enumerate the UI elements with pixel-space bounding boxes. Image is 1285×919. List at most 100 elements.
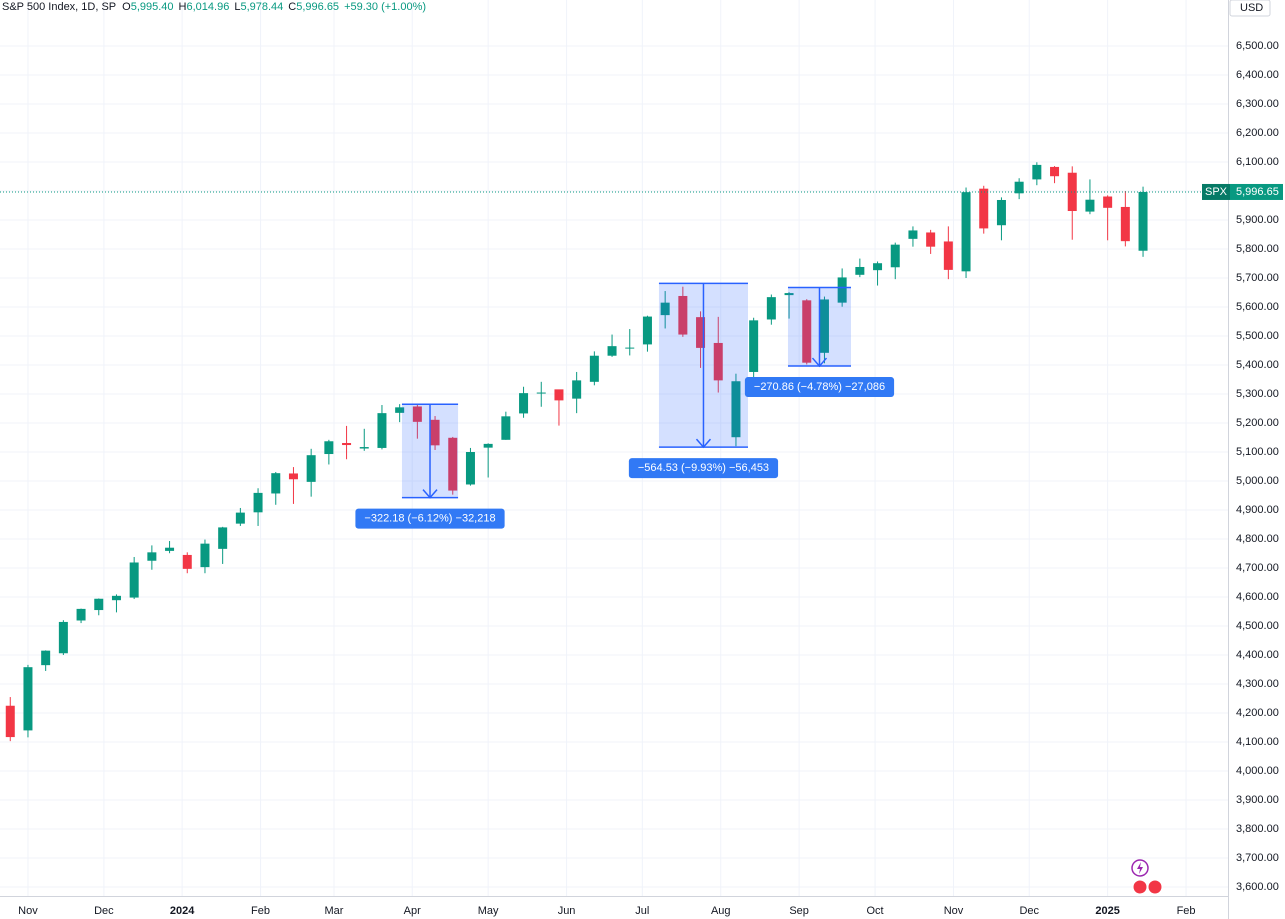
y-tick-label: 4,600.00	[1236, 591, 1279, 603]
candle-body	[111, 595, 121, 601]
candle-body	[1067, 172, 1077, 212]
candle-body	[607, 346, 617, 356]
grid	[0, 0, 1228, 896]
flag-icon[interactable]	[1132, 879, 1148, 895]
y-tick-label: 6,300.00	[1236, 98, 1279, 110]
candle-body	[218, 527, 228, 549]
ohlc-key: H	[179, 1, 187, 13]
ohlc-value: 5,978.44	[240, 1, 283, 13]
candle-body	[1032, 164, 1042, 180]
candle-body	[572, 380, 582, 399]
measure-label: −322.18 (−6.12%) −32,218	[364, 513, 495, 525]
y-tick-label: 5,000.00	[1236, 475, 1279, 487]
candle-body	[802, 300, 812, 363]
candle-body	[979, 188, 989, 229]
y-tick-label: 3,800.00	[1236, 823, 1279, 835]
last-price-label: 5,996.65	[1236, 186, 1279, 198]
candle-body	[147, 552, 157, 561]
last-price-box	[1230, 183, 1283, 200]
candle-body	[554, 389, 564, 401]
ohlc-value: 5,995.40	[131, 1, 174, 13]
candle-body	[23, 667, 33, 731]
currency-box[interactable]	[1229, 0, 1271, 17]
candle-body	[271, 473, 281, 494]
candle-body	[58, 621, 68, 654]
candle-body	[288, 473, 298, 480]
x-tick-label: May	[478, 905, 499, 917]
candle-body	[943, 241, 953, 270]
candle-body	[1085, 199, 1095, 212]
y-tick-label: 4,300.00	[1236, 678, 1279, 690]
candles	[5, 162, 1148, 742]
candle-body	[855, 266, 865, 275]
measure-label-bg	[355, 508, 505, 529]
icons	[1131, 859, 1163, 895]
legend-title: S&P 500 Index, 1D, SP	[2, 1, 116, 13]
legend: S&P 500 Index, 1D, SP O5,995.40 H6,014.96 L…	[2, 1, 426, 13]
measure-arrowhead	[422, 489, 438, 499]
x-tick-label: 2024	[170, 905, 195, 917]
y-tick-label: 5,600.00	[1236, 301, 1279, 313]
y-tick-label: 5,200.00	[1236, 417, 1279, 429]
candle-body	[235, 512, 245, 524]
flag-icon[interactable]	[1147, 879, 1163, 895]
candle-body	[253, 492, 263, 513]
measure-label-bg	[628, 458, 779, 479]
candle-body	[926, 232, 936, 247]
y-tick-label: 5,100.00	[1236, 446, 1279, 458]
candle-body	[678, 295, 688, 335]
measure-label: −270.86 (−4.78%) −27,086	[754, 381, 885, 393]
candle-body	[1120, 206, 1130, 242]
candle-body	[625, 347, 635, 349]
candle-body	[430, 419, 440, 446]
candle-body	[589, 355, 599, 382]
candle-body	[837, 277, 847, 303]
candle-body	[324, 441, 334, 455]
candle-body	[784, 293, 794, 296]
candle-body	[377, 413, 387, 448]
lightning-glyph	[1137, 862, 1143, 874]
symbol-box	[1202, 183, 1230, 200]
y-tick-label: 3,600.00	[1236, 881, 1279, 893]
candle-body	[342, 443, 352, 446]
y-tick-label: 6,200.00	[1236, 127, 1279, 139]
candle-body	[696, 317, 706, 348]
candle-body	[94, 598, 104, 611]
candle-body	[873, 263, 883, 271]
candle-body	[713, 342, 723, 381]
x-tick-label: Nov	[18, 905, 38, 917]
x-tick-label: Jun	[558, 905, 576, 917]
candle-body	[129, 562, 139, 598]
ohlc-key: L	[234, 1, 240, 13]
candle-body	[908, 230, 918, 239]
ohlc-value: 5,996.65	[296, 1, 339, 13]
candle-body	[412, 406, 422, 422]
y-tick-label: 3,700.00	[1236, 852, 1279, 864]
candle-body	[483, 443, 493, 448]
ohlc-value: 6,014.96	[187, 1, 230, 13]
candle-body	[519, 393, 529, 414]
y-tick-label: 6,400.00	[1236, 69, 1279, 81]
x-tick-label: Dec	[94, 905, 114, 917]
candle-body	[41, 650, 51, 666]
candle-body	[465, 452, 475, 485]
measure-label: −564.53 (−9.93%) −56,453	[638, 462, 769, 474]
candle-body	[306, 455, 316, 482]
candle-body	[76, 608, 86, 621]
price-axis-bg	[1228, 0, 1285, 919]
candle-body	[660, 302, 670, 316]
candle-body	[165, 547, 175, 551]
y-tick-label: 5,300.00	[1236, 388, 1279, 400]
candle-body	[359, 447, 369, 449]
candle-body	[1014, 181, 1024, 194]
candle-body	[1138, 191, 1148, 251]
candle-body	[536, 392, 546, 394]
candle-body	[448, 437, 458, 491]
candle-body	[200, 543, 210, 568]
candle-body	[1050, 166, 1060, 177]
candle-body	[395, 407, 405, 413]
y-tick-label: 5,900.00	[1236, 214, 1279, 226]
x-tick-label: Nov	[944, 905, 964, 917]
